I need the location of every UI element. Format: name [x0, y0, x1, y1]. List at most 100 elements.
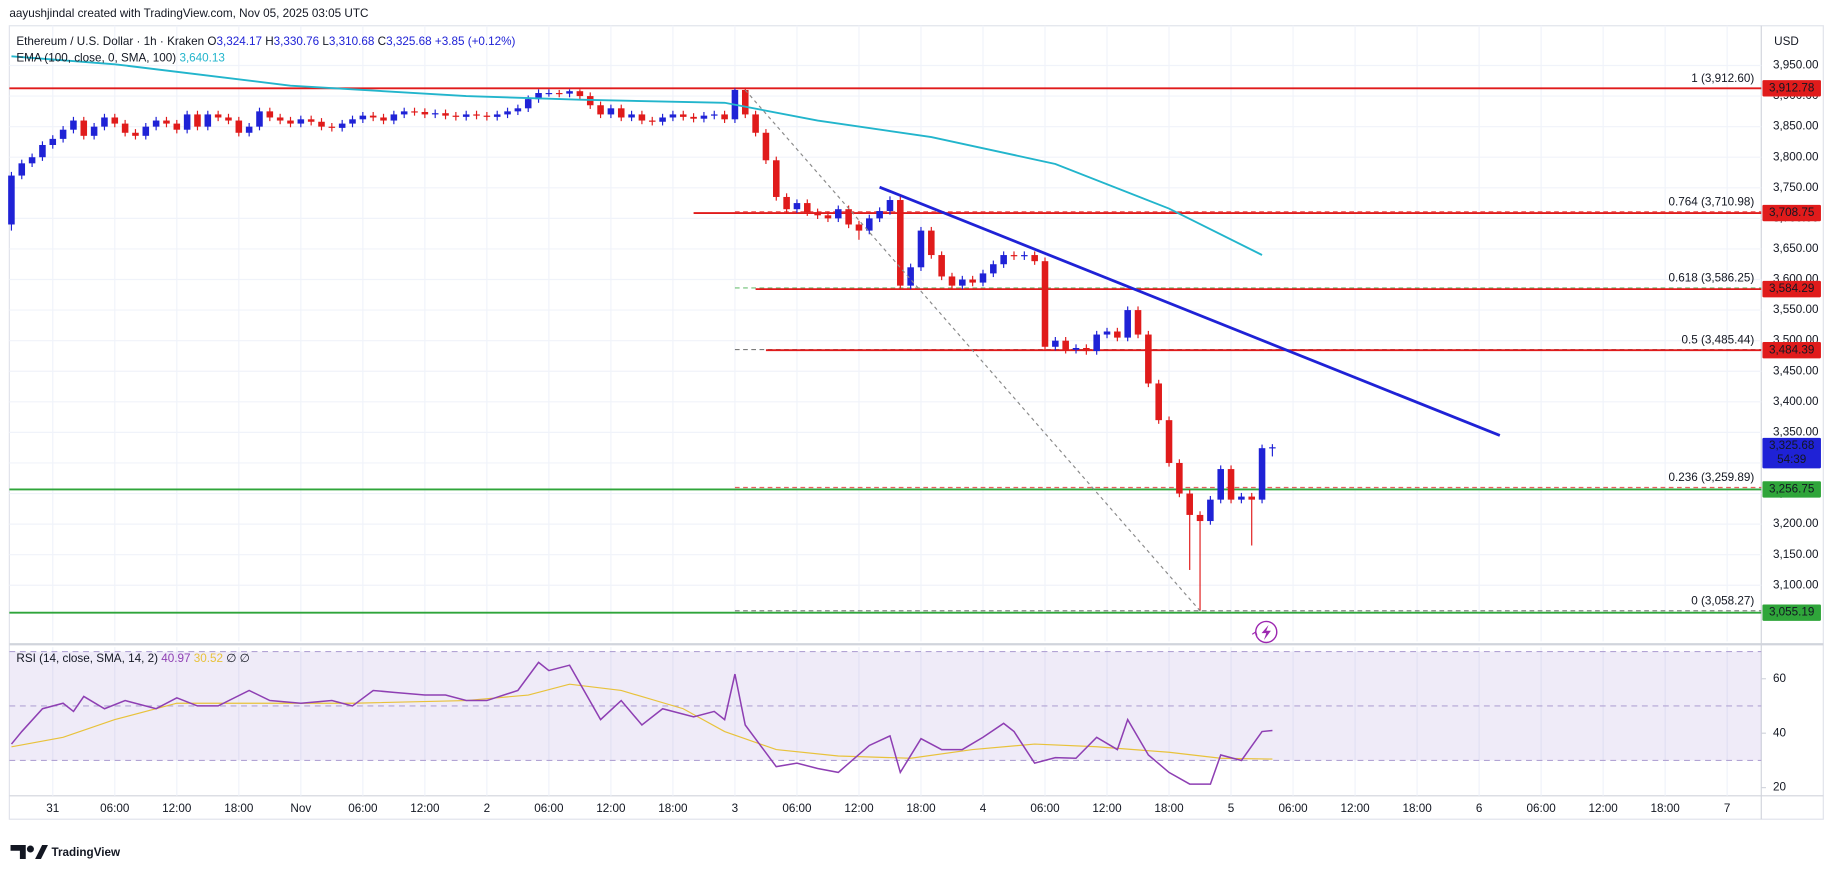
candle-body: [876, 211, 883, 219]
x-tick-label: 06:00: [1526, 802, 1556, 815]
candle-body: [235, 120, 243, 133]
candle-body: [473, 114, 480, 116]
candle-body: [390, 114, 398, 121]
candle-body: [990, 264, 997, 274]
candle-body: [917, 230, 925, 268]
candle-body: [1072, 348, 1080, 350]
candle-body: [1083, 348, 1090, 352]
candle-body: [318, 121, 325, 127]
brand-logo: TradingView: [10, 844, 121, 859]
candle-body: [28, 157, 36, 164]
candle-body: [1124, 310, 1131, 338]
y-tick-label: 3,200.00: [1773, 517, 1819, 530]
x-tick-label: 18:00: [906, 802, 936, 815]
logo-mark: [10, 844, 26, 859]
candle-body: [152, 120, 160, 127]
y-tick-label: 3,650.00: [1773, 242, 1819, 255]
price-label-box: [1762, 342, 1821, 359]
candle-body: [101, 117, 108, 127]
ema-value: 3,640.13: [179, 52, 225, 65]
rsi-line: [11, 683, 1273, 760]
rsi-pane: [9, 650, 1766, 789]
candle-body: [793, 203, 801, 210]
price-label: 3,256.75: [1769, 482, 1815, 495]
icon-arrow: [1251, 631, 1258, 636]
x-tick-label: 7: [1724, 802, 1731, 815]
candle-body: [493, 114, 501, 117]
candle-body: [628, 114, 635, 118]
candle-body: [545, 93, 553, 95]
candle-body: [1093, 334, 1100, 352]
candle-body: [70, 120, 77, 130]
candle-body: [1114, 331, 1121, 338]
candle-body: [1248, 496, 1255, 500]
y-tick-label: 3,150.00: [1773, 548, 1819, 561]
candle-body: [328, 126, 336, 128]
candle-body: [338, 123, 346, 128]
candle-body: [617, 108, 625, 118]
ohlc-key: H: [265, 35, 273, 48]
candle-body: [18, 163, 26, 176]
x-tick-label: 12:00: [1092, 802, 1122, 815]
ohlc-value: 3,330.76: [274, 35, 320, 48]
price-label: 3,484.39: [1769, 343, 1815, 356]
ema-line: [11, 55, 1263, 256]
x-tick-label: 12:00: [596, 802, 626, 815]
candle-body: [297, 119, 305, 124]
candle-body: [700, 115, 708, 119]
candle-body: [1021, 255, 1028, 257]
x-tick-label: 06:00: [1030, 802, 1060, 815]
candle-body: [969, 279, 976, 283]
y-tick-label: 3,750.00: [1773, 181, 1819, 194]
rsi-tick-label: 60: [1773, 672, 1787, 685]
candle-body: [762, 132, 770, 161]
candle-body: [928, 230, 935, 256]
candle-body: [359, 115, 367, 120]
candle-body: [121, 123, 129, 133]
y-tick-label: 3,800.00: [1773, 150, 1819, 163]
candle-body: [535, 93, 542, 100]
candle-body: [59, 129, 67, 139]
candle-body: [173, 123, 181, 130]
candle-body: [741, 89, 749, 115]
alert-icon[interactable]: [1251, 620, 1278, 644]
x-tick-label: 12:00: [410, 802, 440, 815]
candle-body: [49, 138, 57, 145]
candle-body: [772, 160, 780, 197]
x-tick-label: 5: [1228, 802, 1235, 815]
candle-body: [1031, 255, 1038, 262]
candle-body: [204, 114, 212, 127]
y-tick-label: 3,450.00: [1773, 364, 1819, 377]
fib-label: 0 (3,058.27): [1691, 595, 1754, 608]
candle-body: [959, 279, 966, 286]
x-tick-label: 12:00: [162, 802, 192, 815]
countdown: 54:39: [1777, 453, 1806, 466]
candle-body: [349, 119, 356, 124]
candle-body: [638, 114, 646, 121]
rsi-extra: ∅: [226, 652, 236, 665]
trend-line[interactable]: [879, 185, 1501, 437]
candle-body: [1155, 383, 1162, 421]
candle-body: [256, 111, 263, 127]
icon-bolt: [1261, 624, 1271, 641]
candle-body: [679, 114, 687, 117]
candle-body: [1196, 514, 1204, 522]
y-tick-label: 3,350.00: [1773, 425, 1819, 438]
candle-body: [721, 114, 728, 120]
logo-slash: [35, 844, 48, 859]
price-label-box: [1762, 280, 1821, 298]
candle-body: [566, 91, 573, 94]
candle-body: [907, 267, 914, 286]
ohlc-key: L: [322, 35, 329, 48]
x-tick-label: 06:00: [534, 802, 564, 815]
candle-body: [1134, 310, 1142, 335]
x-tick-label: 12:00: [1340, 802, 1370, 815]
candle-body: [142, 126, 150, 136]
ema-legend: EMA (100, close, 0, SMA, 100) 3,640.13: [16, 52, 225, 65]
brand: TradingView: [51, 846, 121, 859]
axes: 31 06:00 12:00 18:00 Nov 06:00 12:00 2 06:00 12:0…: [46, 59, 1821, 815]
candle-body: [979, 273, 987, 283]
x-tick-label: 3: [732, 802, 739, 815]
